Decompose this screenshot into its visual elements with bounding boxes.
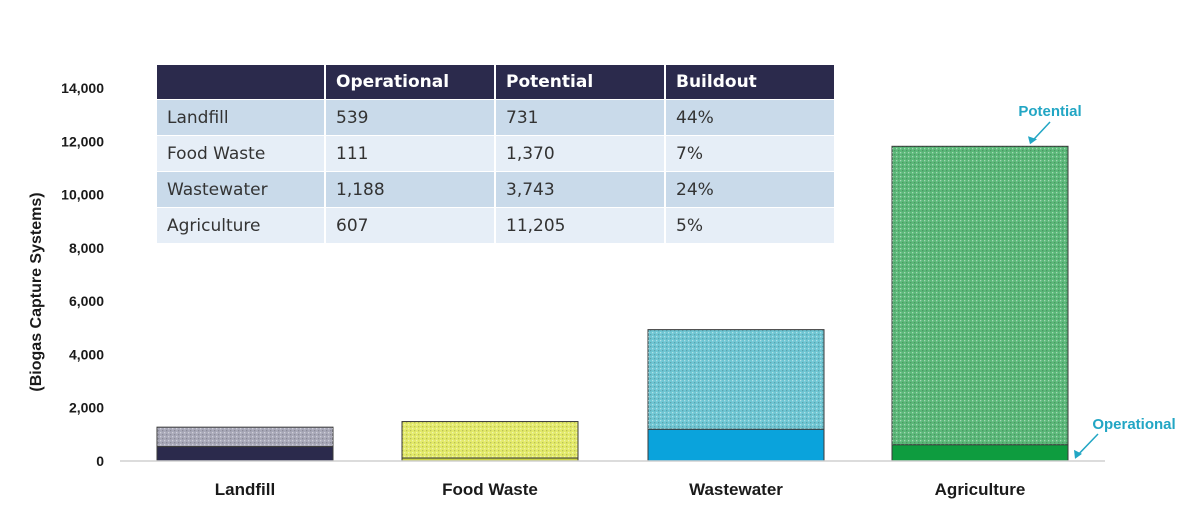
table-header-cell (157, 65, 326, 100)
x-tick-label: Agriculture (935, 480, 1026, 499)
table-header-row: Operational Potential Buildout (157, 65, 836, 100)
y-tick-label: 12,000 (61, 133, 104, 149)
y-tick-label: 14,000 (61, 80, 104, 96)
annotation-operational-arrow (1077, 433, 1099, 456)
annotation-potential: Potential (1018, 103, 1081, 120)
table-header-cell: Buildout (665, 65, 836, 100)
annotation-potential-arrowhead (1028, 136, 1037, 145)
y-tick-label: 6,000 (69, 293, 104, 309)
annotation-potential-arrow (1031, 121, 1051, 142)
x-tick-label: Landfill (215, 480, 275, 499)
bar-operational-agriculture (891, 444, 1069, 462)
table-row: Wastewater 1,188 3,743 24% (157, 171, 836, 208)
y-tick-label: 4,000 (69, 346, 104, 362)
bar-operational-wastewater (647, 428, 825, 462)
table-cell: 111 (325, 135, 496, 172)
table-cell: Food Waste (157, 135, 326, 172)
x-tick-label: Food Waste (442, 480, 538, 499)
y-tick-labels: 0 2,000 4,000 6,000 8,000 10,000 12,000 14,000 (61, 80, 104, 469)
bar-potential-texture-food-waste (402, 421, 578, 459)
table-header-cell: Operational (325, 65, 496, 100)
bars-group (156, 145, 1069, 462)
table-cell: 1,188 (325, 171, 496, 208)
table-cell: 607 (325, 207, 496, 243)
y-tick-label: 10,000 (61, 187, 104, 203)
bar-potential-texture-landfill (157, 427, 333, 447)
x-tick-label: Wastewater (689, 480, 783, 499)
table-cell: 1,370 (495, 135, 666, 172)
table-cell: 5% (665, 207, 836, 243)
category-labels: Landfill Food Waste Wastewater Agriculture (215, 480, 1026, 499)
table-row: Agriculture 607 11,205 5% (157, 207, 836, 243)
table-cell: 539 (325, 99, 496, 136)
summary-table: Operational Potential Buildout Landfill … (157, 65, 836, 243)
table-cell: 11,205 (495, 207, 666, 243)
annotation-operational: Operational (1092, 416, 1175, 433)
table-cell: 7% (665, 135, 836, 172)
table-cell: Wastewater (157, 171, 326, 208)
table-row: Food Waste 111 1,370 7% (157, 135, 836, 172)
y-axis-label: (Biogas Capture Systems) (28, 192, 45, 391)
table-cell: Agriculture (157, 207, 326, 243)
table-cell: 24% (665, 171, 836, 208)
bar-operational-landfill (156, 446, 334, 462)
y-tick-label: 8,000 (69, 240, 104, 256)
table-row: Landfill 539 731 44% (157, 99, 836, 136)
bar-potential-texture-agriculture (892, 146, 1068, 445)
annotation-operational-arrowhead (1074, 449, 1082, 459)
y-tick-label: 2,000 (69, 400, 104, 416)
table-cell: 731 (495, 99, 666, 136)
annotations: Potential Operational (1018, 103, 1176, 459)
table-cell: 44% (665, 99, 836, 136)
table-cell: Landfill (157, 99, 326, 136)
bar-potential-texture-wastewater (648, 329, 824, 430)
y-tick-label: 0 (96, 453, 104, 469)
table-cell: 3,743 (495, 171, 666, 208)
table-header-cell: Potential (495, 65, 666, 100)
